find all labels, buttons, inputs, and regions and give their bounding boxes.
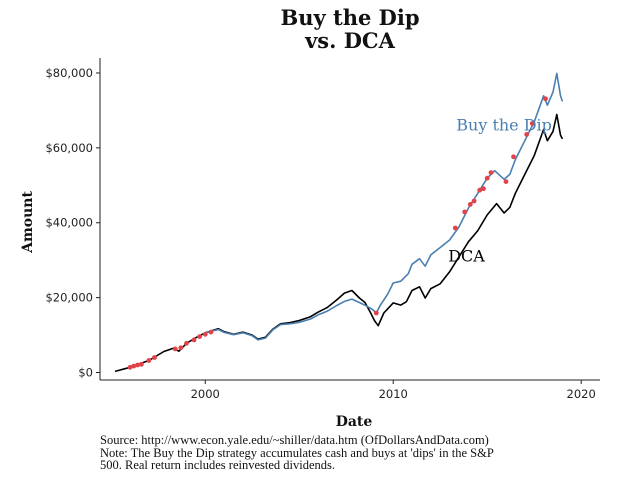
x-axis-ticks: 2000 2010 2020 [191, 380, 596, 401]
y-tick-label: $20,000 [45, 291, 93, 305]
dip-marker [467, 202, 473, 207]
y-tick-label: $80,000 [45, 66, 93, 80]
chart-axes [99, 58, 600, 381]
dip-marker [135, 362, 141, 368]
dip-marker [462, 209, 468, 215]
x-tick-label: 2020 [567, 387, 596, 401]
dip-markers [127, 96, 548, 370]
y-axis-ticks: $0 $20,000 $40,000 $60,000 $80,000 [45, 66, 100, 380]
dip-marker [208, 329, 214, 335]
chart-title-line-1: Buy the Dip [280, 5, 420, 30]
dip-marker [131, 363, 137, 369]
chart-canvas: $0$20,000$40,000$60,000$80,000 2000 2010 2… [20, 58, 600, 430]
series-label-dca: DCA [448, 247, 485, 266]
dip-marker [471, 198, 477, 204]
dip-marker [481, 186, 486, 192]
dip-marker [184, 340, 189, 346]
y-axis-title: Amount [20, 191, 36, 254]
dip-marker [452, 225, 458, 231]
dip-marker [146, 358, 152, 363]
dip-marker [484, 175, 490, 181]
dip-marker [543, 96, 548, 102]
y-tick-label: $40,000 [45, 216, 93, 230]
series-line-buy-the-dip [205, 72, 564, 341]
dip-marker [197, 334, 203, 339]
dip-marker [202, 331, 208, 337]
dip-marker [477, 187, 483, 193]
dip-marker [524, 132, 530, 137]
dip-marker [127, 364, 133, 370]
series-labels: DCA Buy the Dip [448, 116, 552, 266]
dip-marker [511, 154, 516, 160]
dip-marker [152, 355, 157, 360]
dip-marker [529, 121, 535, 126]
caption-source: Source: http://www.econ.yale.edu/~shille… [100, 433, 489, 447]
dip-marker [139, 361, 144, 367]
x-tick-label: 2010 [379, 387, 408, 401]
x-tick-label: 2000 [191, 387, 220, 401]
caption-note: Note: The Buy the Dip strategy accumulat… [100, 445, 494, 460]
dip-marker [373, 310, 379, 316]
x-axis-title: Date [336, 414, 373, 430]
series-layer [114, 72, 564, 373]
dip-marker [503, 179, 509, 185]
y-tick-label: $0 [78, 366, 93, 380]
caption-note-continued: 500. Real return includes reinvested div… [100, 458, 336, 472]
chart-title: Buy the Dip vs. DCA [0, 6, 632, 52]
y-tick-label: $60,000 [45, 141, 93, 155]
dip-marker [488, 170, 494, 176]
series-label-buy-the-dip: Buy the Dip [456, 116, 552, 135]
dip-marker [191, 337, 197, 343]
chart-caption: Source: http://www.econ.yale.edu/~shille… [100, 434, 620, 472]
dip-marker [172, 346, 178, 352]
series-line-dca [114, 113, 564, 373]
chart-title-line-2: vs. DCA [305, 28, 395, 53]
dip-marker [178, 345, 184, 351]
